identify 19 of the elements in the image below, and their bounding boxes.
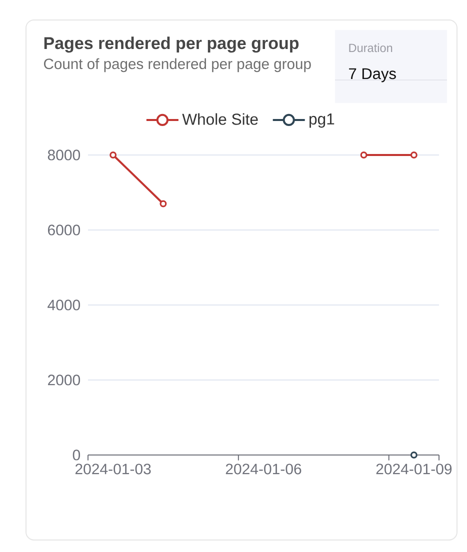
x-tick-label: 2024-01-03: [75, 464, 151, 474]
y-tick-label: 4000: [48, 300, 80, 310]
point: [360, 152, 368, 158]
y-tick-label: 8000: [48, 150, 80, 160]
legend-label: Whole Site: [182, 113, 258, 125]
legend-label: pg1: [310, 114, 334, 128]
y-tick-label: 0: [72, 450, 80, 460]
chart-subtitle: Count of pages rendered per page group: [44, 58, 311, 72]
chart-title: Pages rendered per page group: [44, 36, 299, 53]
point: [410, 452, 418, 458]
text: Duration: [349, 43, 392, 52]
point: [110, 152, 117, 158]
x-tick-label: 2024-01-09: [376, 464, 452, 474]
point: [160, 200, 167, 208]
y-tick-label: 6000: [48, 224, 80, 236]
text: 7 Days: [349, 68, 396, 82]
y-tick-label: 2000: [48, 374, 80, 386]
x-tick-label: 2024-01-06: [226, 464, 302, 474]
point: [410, 152, 418, 158]
